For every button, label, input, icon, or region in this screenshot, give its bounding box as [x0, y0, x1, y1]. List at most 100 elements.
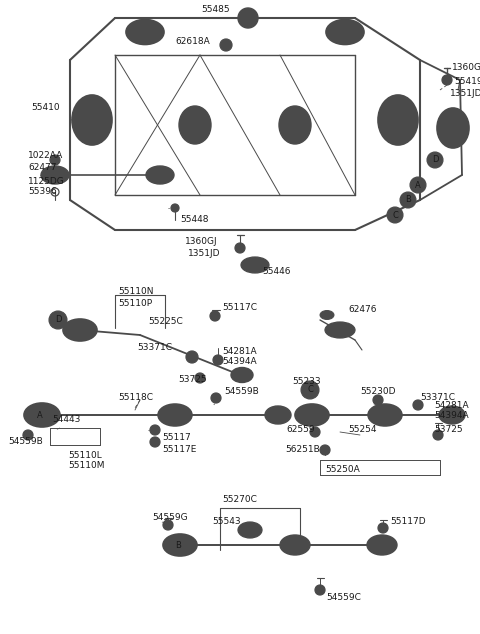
Text: 1351JD: 1351JD [450, 89, 480, 98]
Text: 1351JD: 1351JD [188, 250, 220, 259]
Text: 54559B: 54559B [224, 387, 259, 396]
Text: A: A [37, 410, 43, 420]
Text: D: D [55, 316, 61, 325]
Text: D: D [432, 155, 438, 164]
Text: 55110M: 55110M [68, 462, 105, 470]
Text: 55225C: 55225C [148, 318, 183, 327]
Text: 1022AA: 1022AA [28, 150, 63, 160]
Ellipse shape [439, 406, 465, 424]
Text: 1360GJ: 1360GJ [185, 238, 218, 247]
Ellipse shape [80, 104, 104, 136]
Text: 55110N: 55110N [118, 287, 154, 297]
Ellipse shape [386, 104, 410, 136]
Circle shape [213, 355, 223, 365]
Ellipse shape [241, 257, 269, 273]
Ellipse shape [126, 20, 164, 44]
Text: 55110P: 55110P [118, 299, 152, 309]
Text: 55230D: 55230D [360, 387, 396, 396]
Text: A: A [415, 181, 421, 190]
Ellipse shape [134, 25, 156, 39]
Text: 56251B: 56251B [285, 446, 320, 455]
Text: 54559G: 54559G [152, 514, 188, 522]
Circle shape [410, 177, 426, 193]
Text: 62559: 62559 [286, 425, 314, 434]
Ellipse shape [326, 20, 364, 44]
Ellipse shape [41, 166, 69, 184]
Circle shape [310, 427, 320, 437]
Text: B: B [175, 541, 181, 550]
Text: 54281A: 54281A [434, 401, 468, 410]
Ellipse shape [279, 106, 311, 144]
Circle shape [210, 311, 220, 321]
Circle shape [31, 406, 49, 424]
Ellipse shape [238, 522, 262, 538]
Ellipse shape [179, 106, 211, 144]
Text: 53725: 53725 [178, 375, 206, 384]
Ellipse shape [63, 319, 97, 341]
Ellipse shape [334, 25, 356, 39]
Text: 55270C: 55270C [222, 496, 257, 505]
Text: 1360GJ: 1360GJ [452, 63, 480, 72]
Circle shape [433, 430, 443, 440]
Text: 62618A: 62618A [175, 37, 210, 46]
Circle shape [387, 207, 403, 223]
Circle shape [388, 110, 408, 130]
Text: 62477: 62477 [28, 164, 57, 172]
Text: 55543: 55543 [212, 517, 240, 526]
Ellipse shape [146, 166, 174, 184]
Text: 55410: 55410 [31, 103, 60, 112]
Ellipse shape [280, 535, 310, 555]
Text: 55446: 55446 [262, 268, 290, 276]
Circle shape [315, 585, 325, 595]
Text: 54394A: 54394A [222, 358, 257, 366]
Text: 55485: 55485 [202, 4, 230, 13]
Ellipse shape [325, 322, 355, 338]
Circle shape [23, 430, 33, 440]
Circle shape [413, 400, 423, 410]
Text: 54443: 54443 [52, 415, 80, 425]
Circle shape [82, 110, 102, 130]
Circle shape [243, 13, 253, 23]
Circle shape [378, 523, 388, 533]
Circle shape [211, 393, 221, 403]
Text: 55448: 55448 [180, 216, 208, 224]
Ellipse shape [368, 404, 402, 426]
Text: 53725: 53725 [434, 425, 463, 434]
Circle shape [150, 437, 160, 447]
Circle shape [338, 25, 352, 39]
Circle shape [445, 120, 461, 136]
Text: 54559C: 54559C [326, 593, 361, 602]
Circle shape [150, 425, 160, 435]
Circle shape [195, 373, 205, 383]
Text: 55117E: 55117E [162, 446, 196, 455]
Ellipse shape [186, 114, 204, 136]
Text: C: C [307, 385, 313, 394]
Text: 54281A: 54281A [222, 347, 257, 356]
Circle shape [320, 445, 330, 455]
Text: 55117C: 55117C [222, 304, 257, 313]
Text: 53371C: 53371C [420, 394, 455, 403]
Ellipse shape [286, 114, 304, 136]
Ellipse shape [295, 404, 329, 426]
Ellipse shape [231, 368, 253, 382]
Text: 54394A: 54394A [434, 410, 468, 420]
Circle shape [400, 192, 416, 208]
Circle shape [138, 25, 152, 39]
Ellipse shape [378, 95, 418, 145]
Text: 55396: 55396 [28, 188, 57, 197]
Text: 55117: 55117 [162, 434, 191, 443]
Ellipse shape [367, 535, 397, 555]
Ellipse shape [72, 95, 112, 145]
Circle shape [50, 155, 60, 165]
Text: 55117D: 55117D [390, 517, 426, 526]
Ellipse shape [24, 403, 60, 427]
Text: C: C [392, 210, 398, 219]
Text: 55419: 55419 [454, 77, 480, 86]
Ellipse shape [437, 108, 469, 148]
Text: B: B [405, 195, 411, 205]
Circle shape [238, 8, 258, 28]
Circle shape [427, 152, 443, 168]
Circle shape [235, 243, 245, 253]
Circle shape [33, 406, 51, 424]
Circle shape [163, 520, 173, 530]
